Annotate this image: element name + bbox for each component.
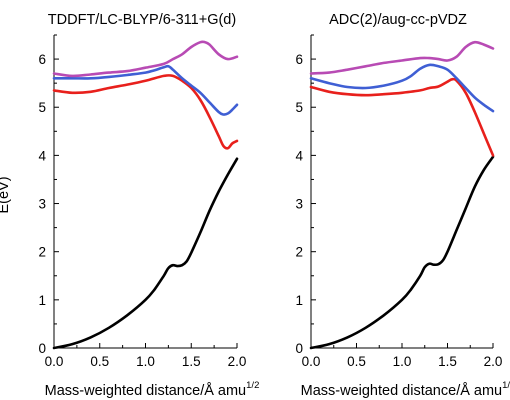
y-tick-label: 2 [38, 245, 46, 260]
series-line-1 [52, 74, 239, 150]
y-tick-label: 5 [295, 100, 303, 115]
x-tick-label: 2.0 [484, 354, 503, 369]
x-axis-label-superscript: 1/2 [246, 380, 259, 391]
series-line-3 [52, 40, 239, 78]
y-tick-label: 0 [38, 341, 46, 356]
y-tick-label: 4 [38, 148, 46, 163]
x-axis-label-superscript: 1/2 [502, 380, 510, 391]
y-tick-label: 1 [295, 293, 303, 308]
series-line-0 [309, 155, 495, 350]
x-tick-label: 0.5 [347, 354, 366, 369]
x-axis-label-text: Mass-weighted distance/Å amu [45, 382, 247, 399]
chart-title: ADC(2)/aug-cc-pVDZ [329, 12, 467, 28]
y-tick-label: 3 [295, 197, 303, 212]
series-line-0 [52, 157, 239, 350]
series-line-2 [309, 63, 495, 113]
y-axis-label: E(eV) [0, 176, 12, 213]
series-line-1 [309, 77, 495, 157]
left-panel: TDDFT/LC-BLYP/6-311+G(d) 0.0 0.5 1.0 1.5 2.0 0… [38, 12, 259, 399]
x-tick-label: 2.0 [228, 354, 247, 369]
y-tick-label: 2 [295, 245, 303, 260]
x-axis-label: Mass-weighted distance/Å amu1/2 [45, 380, 260, 399]
y-tick-label: 0 [295, 341, 303, 356]
y-tick-label: 1 [38, 293, 46, 308]
x-tick-label: 1.0 [136, 354, 155, 369]
y-tick-label: 5 [38, 100, 46, 115]
x-tick-label: 1.0 [393, 354, 412, 369]
x-axis-label-text: Mass-weighted distance/Å amu [301, 382, 503, 399]
chart-title: TDDFT/LC-BLYP/6-311+G(d) [48, 12, 236, 28]
x-tick-label: 1.5 [182, 354, 201, 369]
x-tick-label: 1.5 [438, 354, 457, 369]
y-tick-label: 3 [38, 197, 46, 212]
x-tick-label: 0.0 [45, 354, 64, 369]
x-tick-label: 0.0 [302, 354, 321, 369]
series-line-2 [52, 64, 239, 116]
x-tick-label: 0.5 [90, 354, 109, 369]
y-tick-label: 6 [38, 52, 46, 67]
y-tick-label: 6 [295, 52, 303, 67]
series-line-3 [309, 40, 495, 75]
right-panel: ADC(2)/aug-cc-pVDZ 0.0 0.5 1.0 1.5 2.0 0 1 2 3 4 5 6… [295, 12, 510, 399]
y-tick-label: 4 [295, 148, 303, 163]
x-axis-label: Mass-weighted distance/Å amu1/2 [301, 380, 510, 399]
